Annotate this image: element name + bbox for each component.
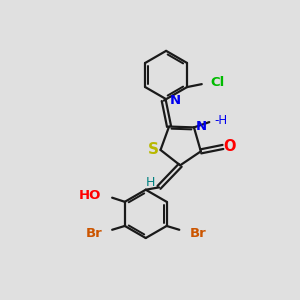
Text: Cl: Cl (210, 76, 224, 89)
Text: N: N (170, 94, 182, 106)
Text: H: H (146, 176, 155, 189)
Text: Br: Br (189, 227, 206, 240)
Text: HO: HO (79, 188, 101, 202)
Text: Br: Br (86, 227, 103, 240)
Text: N: N (195, 120, 207, 133)
Text: -H: -H (214, 114, 228, 128)
Text: O: O (223, 139, 236, 154)
Text: S: S (148, 142, 159, 157)
